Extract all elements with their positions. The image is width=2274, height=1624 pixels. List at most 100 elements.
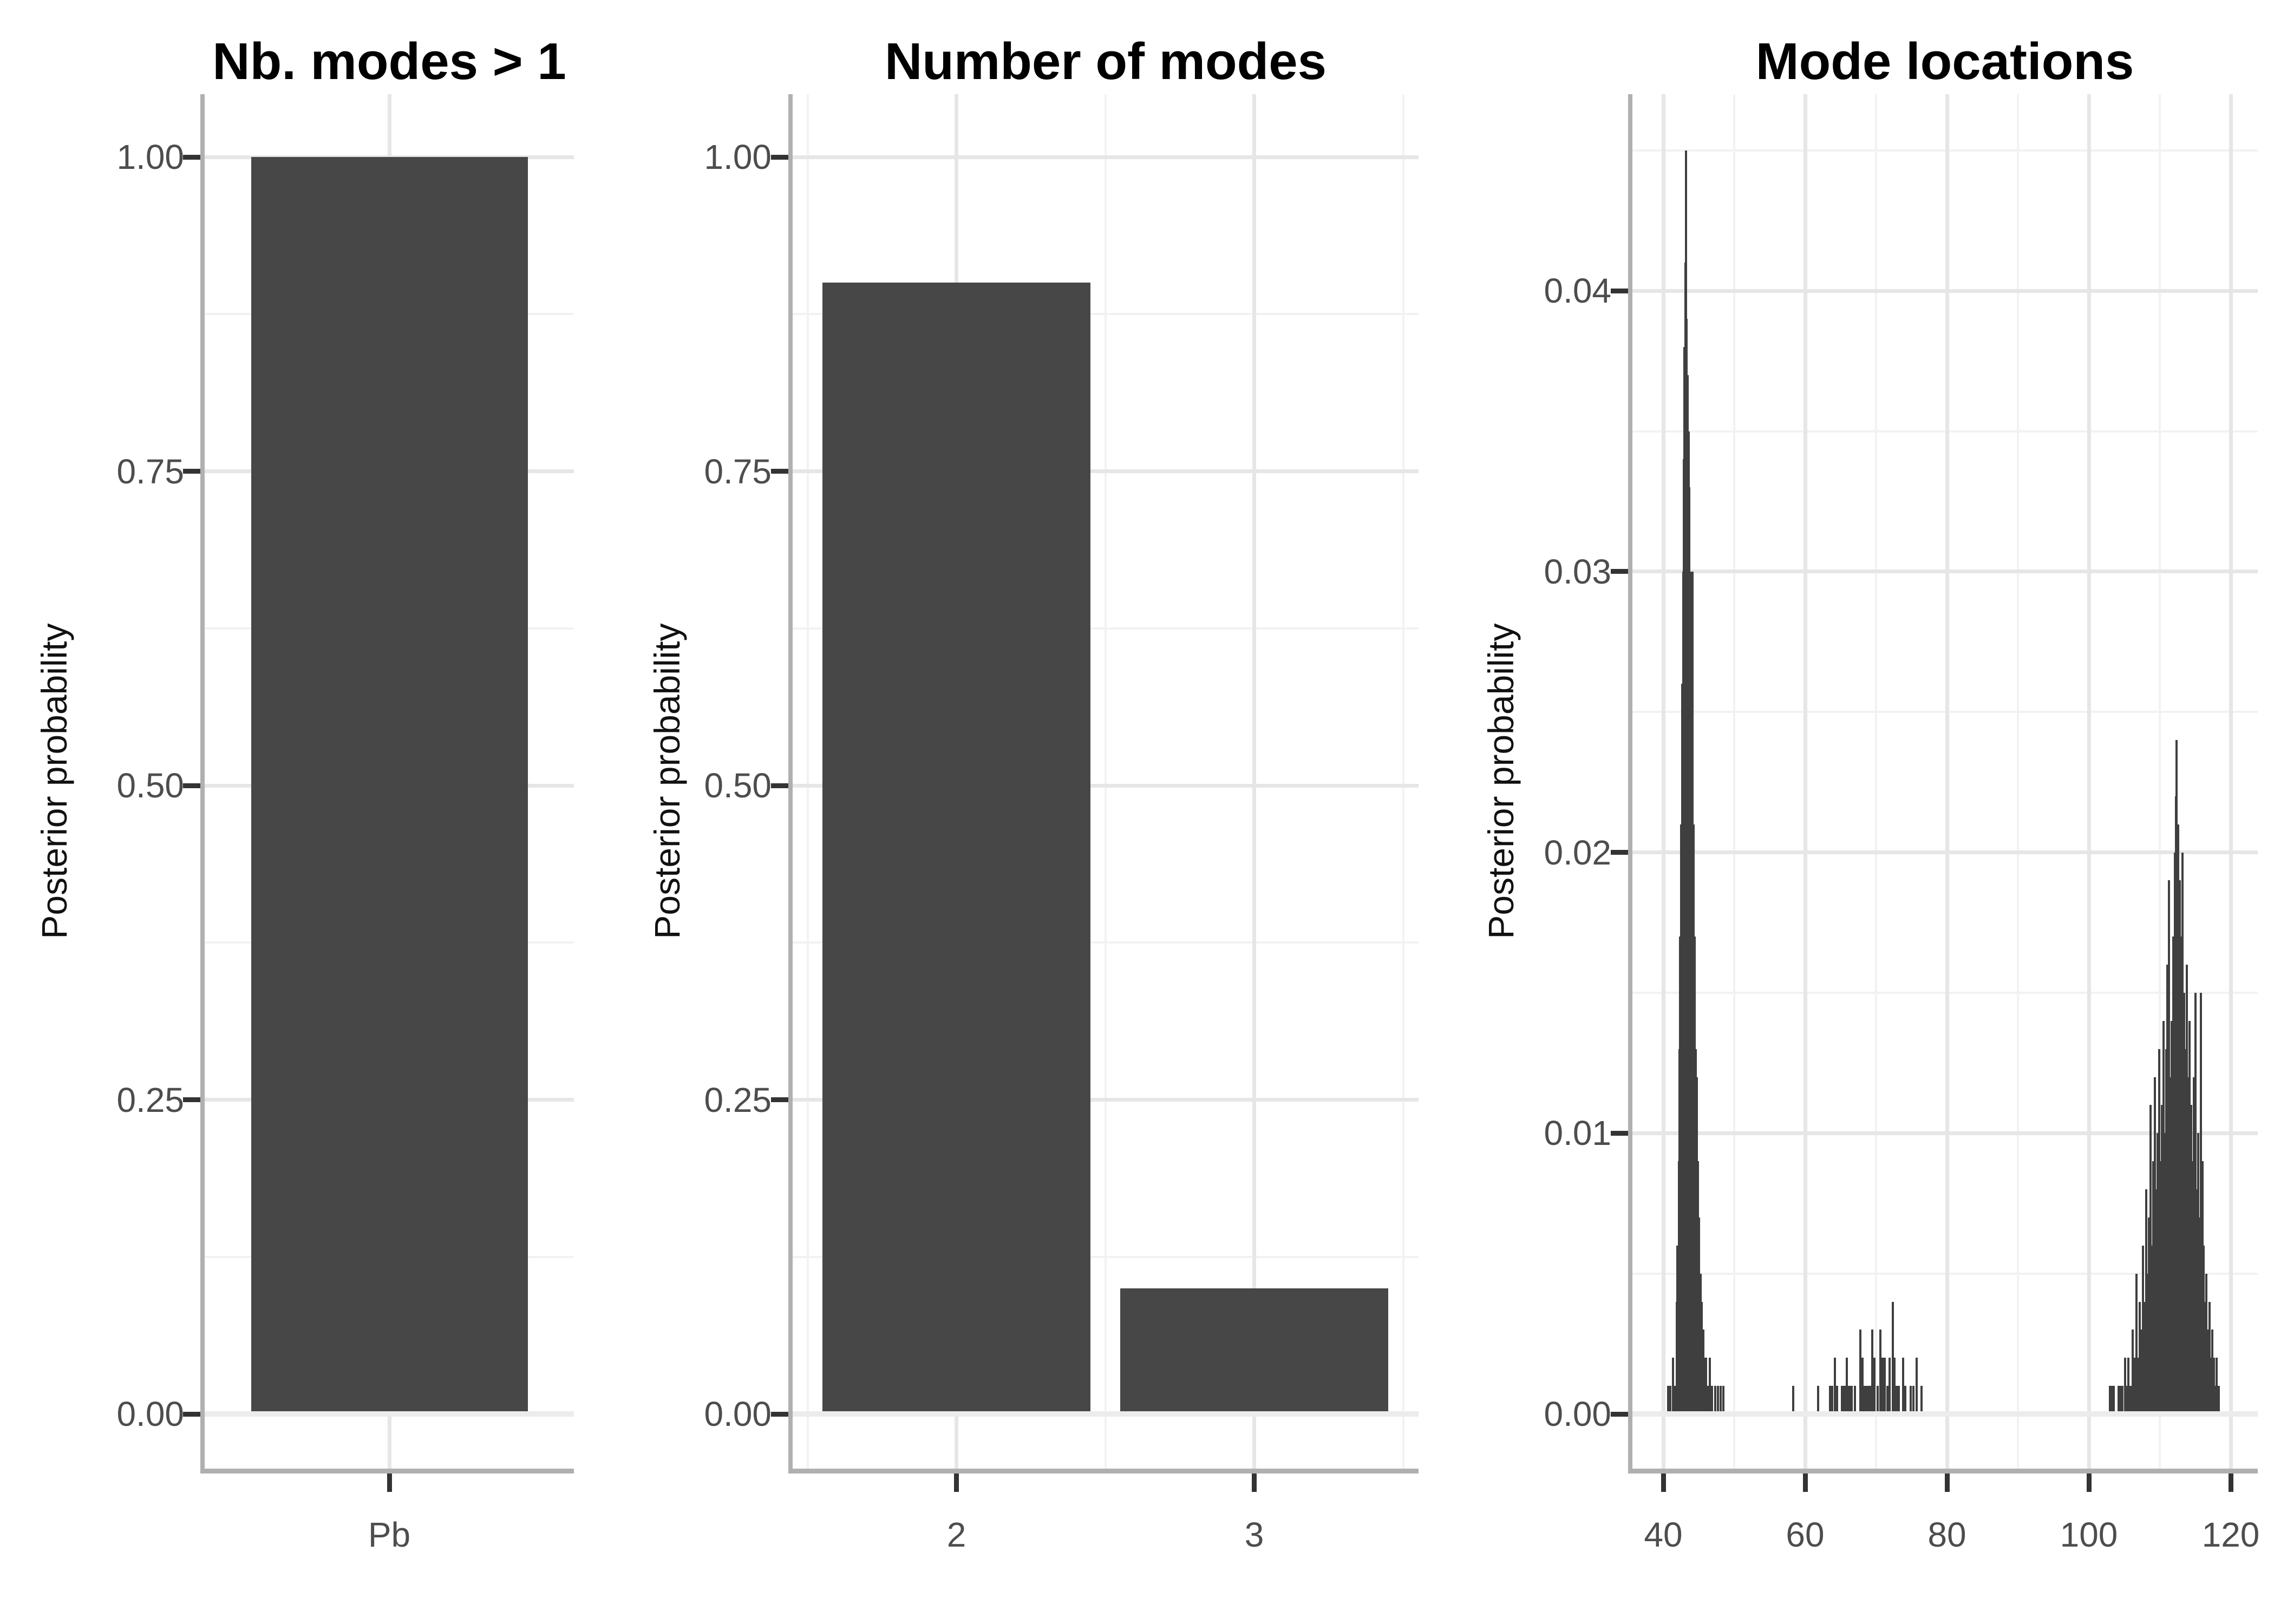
spike (2164, 1133, 2166, 1414)
spike (2192, 1077, 2195, 1414)
spike (1886, 1386, 1889, 1414)
bar-Pb (251, 157, 528, 1414)
spike (1673, 1386, 1676, 1414)
spike (1866, 1386, 1869, 1414)
spike (1816, 1386, 1819, 1414)
spike (1843, 1386, 1846, 1414)
spike (2109, 1386, 2112, 1414)
spike (2148, 1217, 2151, 1414)
spike (1861, 1358, 1864, 1414)
spike (1915, 1358, 1918, 1414)
spike (2187, 1077, 2190, 1414)
spike (2166, 965, 2169, 1414)
spike (1698, 1217, 1701, 1414)
gridline-major-v (1803, 94, 1807, 1469)
x-tick-label: 80 (1927, 1515, 1966, 1554)
y-tick-mark (771, 1411, 788, 1417)
y-tick-label: 0.03 (1544, 552, 1611, 591)
spike (1870, 1386, 1872, 1414)
spike (1792, 1386, 1794, 1414)
spike (2157, 1133, 2159, 1414)
spike (2217, 1386, 2220, 1414)
spike (1876, 1386, 1879, 1414)
gridline-major-v (2087, 94, 2091, 1469)
spike (1892, 1301, 1894, 1414)
spike (2215, 1358, 2218, 1414)
spike (2184, 1049, 2187, 1414)
spike (2133, 1358, 2135, 1414)
x-tick-label: 40 (1644, 1515, 1683, 1554)
spike (1859, 1330, 1862, 1414)
spike (1851, 1386, 1853, 1414)
y-tick-mark (183, 469, 200, 474)
spike (1676, 1245, 1679, 1414)
gridline-minor-v (2017, 94, 2019, 1469)
spike (1720, 1386, 1722, 1414)
spike (2197, 1133, 2199, 1414)
y-axis-title: Posterior probability (1481, 623, 1521, 939)
spike (2212, 1358, 2215, 1414)
spike (1893, 1358, 1896, 1414)
spike (1867, 1386, 1870, 1414)
spike (1871, 1330, 1874, 1414)
spike (1667, 1386, 1670, 1414)
spike (2207, 1330, 2210, 1414)
spike (2190, 1105, 2192, 1414)
spike (1669, 1386, 1672, 1414)
spike (1897, 1386, 1900, 1414)
bar-3 (1120, 1288, 1388, 1414)
y-tick-label: 0.00 (116, 1394, 184, 1433)
spike (2188, 1020, 2191, 1414)
spike (2165, 1049, 2167, 1414)
spike (2127, 1358, 2130, 1414)
spike (1901, 1358, 1904, 1414)
gridline-major-v (1252, 94, 1256, 1469)
spike (1711, 1386, 1714, 1414)
spike (1904, 1386, 1906, 1414)
y-tick-mark (1611, 569, 1628, 574)
spike (2119, 1386, 2121, 1414)
spike (2171, 1020, 2173, 1414)
spike (2175, 740, 2178, 1414)
y-tick-mark (771, 154, 788, 160)
y-axis-line (200, 94, 205, 1474)
y-tick-label: 0.75 (704, 451, 772, 491)
spike (2110, 1386, 2113, 1414)
y-tick-label: 0.50 (704, 766, 772, 805)
spike (1865, 1386, 1867, 1414)
spike (1722, 1386, 1725, 1414)
spike (1910, 1386, 1912, 1414)
chart-title: Number of modes (884, 32, 1327, 90)
y-tick-mark (1611, 288, 1628, 293)
spike (1895, 1386, 1898, 1414)
spike (2211, 1330, 2213, 1414)
chart-title: Mode locations (1755, 32, 2134, 90)
spike (1716, 1386, 1719, 1414)
spike (1703, 1358, 1706, 1414)
spike (2182, 992, 2185, 1414)
y-tick-mark (183, 1411, 200, 1417)
spike (1920, 1386, 1923, 1414)
spike (1828, 1386, 1831, 1414)
spike (2204, 1301, 2206, 1414)
y-tick-mark (1611, 1411, 1628, 1417)
x-tick-label: 2 (946, 1515, 966, 1554)
x-tick-mark (387, 1474, 392, 1492)
spike (2208, 1301, 2211, 1414)
spike (2141, 1245, 2144, 1414)
y-tick-mark (183, 154, 200, 160)
chart-title: Nb. modes > 1 (212, 32, 566, 90)
y-axis-line (1628, 94, 1632, 1474)
spike (2151, 1245, 2153, 1414)
spike (2126, 1386, 2128, 1414)
x-axis-line (1628, 1469, 2258, 1474)
spike (1844, 1386, 1847, 1414)
spike (2185, 965, 2188, 1414)
y-tick-label: 0.01 (1544, 1114, 1611, 1153)
x-tick-mark (1944, 1474, 1950, 1492)
x-tick-mark (1802, 1474, 1808, 1492)
spike (2139, 1301, 2141, 1414)
gridline-minor-v (1104, 94, 1107, 1469)
spike (1701, 1301, 1703, 1414)
